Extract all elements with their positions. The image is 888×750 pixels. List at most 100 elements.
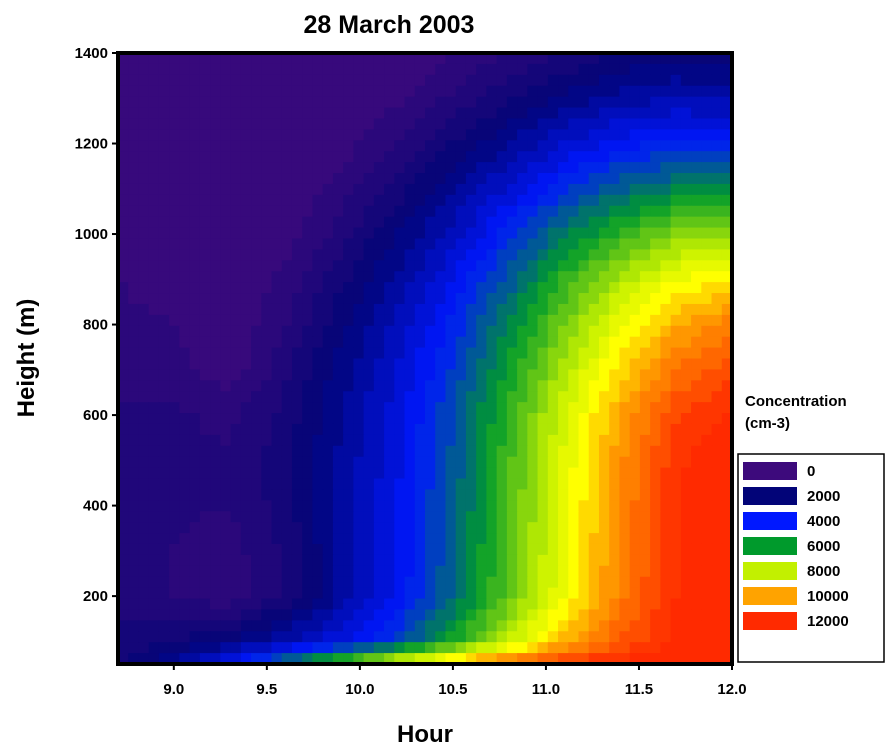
contour-cell bbox=[169, 489, 180, 501]
contour-cell bbox=[291, 194, 303, 207]
contour-cell bbox=[588, 609, 600, 621]
contour-cell bbox=[476, 402, 487, 414]
contour-cell bbox=[189, 445, 201, 458]
contour-cell bbox=[435, 85, 447, 98]
contour-cell bbox=[220, 543, 232, 556]
contour-cell bbox=[138, 260, 150, 272]
contour-cell bbox=[691, 565, 702, 578]
contour-cell bbox=[271, 162, 283, 174]
contour-cell bbox=[476, 511, 487, 523]
contour-cell bbox=[281, 565, 293, 578]
contour-cell bbox=[486, 391, 498, 403]
contour-cell bbox=[158, 620, 170, 632]
contour-cell bbox=[660, 380, 672, 392]
contour-cell bbox=[517, 85, 528, 98]
contour-cell bbox=[680, 587, 692, 600]
contour-cell bbox=[251, 391, 262, 403]
contour-cell bbox=[384, 478, 395, 491]
contour-cell bbox=[588, 271, 600, 283]
contour-cell bbox=[332, 413, 344, 425]
contour-cell bbox=[302, 183, 314, 196]
contour-cell bbox=[189, 85, 201, 98]
contour-cell bbox=[588, 63, 600, 76]
contour-cell bbox=[578, 423, 590, 436]
contour-cell bbox=[701, 587, 713, 600]
contour-cell bbox=[199, 522, 211, 534]
contour-cell bbox=[476, 358, 487, 371]
contour-cell bbox=[721, 183, 733, 196]
contour-cell bbox=[373, 402, 385, 414]
contour-cell bbox=[210, 118, 221, 130]
contour-cell bbox=[629, 336, 641, 349]
contour-cell bbox=[169, 369, 180, 381]
contour-cell bbox=[486, 140, 498, 152]
contour-cell bbox=[158, 500, 170, 512]
contour-cell bbox=[373, 554, 385, 567]
contour-cell bbox=[517, 565, 528, 578]
contour-cell bbox=[670, 434, 682, 447]
contour-cell bbox=[189, 467, 201, 480]
contour-cell bbox=[312, 598, 324, 611]
contour-cell bbox=[158, 576, 170, 589]
contour-cell bbox=[598, 369, 610, 381]
contour-cell bbox=[158, 587, 170, 600]
contour-cell bbox=[578, 85, 590, 98]
contour-cell bbox=[506, 358, 518, 371]
contour-cell bbox=[527, 500, 539, 512]
contour-cell bbox=[138, 413, 150, 425]
contour-cell bbox=[691, 107, 702, 120]
contour-cell bbox=[271, 653, 283, 665]
contour-cell bbox=[281, 336, 293, 349]
contour-cell bbox=[302, 249, 314, 261]
contour-cell bbox=[619, 423, 631, 436]
contour-cell bbox=[353, 456, 365, 469]
contour-cell bbox=[291, 238, 303, 250]
contour-cell bbox=[650, 173, 661, 185]
contour-cell bbox=[220, 576, 232, 589]
contour-cell bbox=[721, 347, 733, 360]
contour-cell bbox=[527, 107, 539, 120]
contour-cell bbox=[179, 238, 191, 250]
contour-cell bbox=[312, 653, 324, 665]
contour-cell bbox=[527, 151, 539, 163]
contour-cell bbox=[486, 325, 498, 338]
contour-cell bbox=[169, 205, 180, 218]
contour-cell bbox=[619, 293, 631, 305]
contour-cell bbox=[578, 543, 590, 556]
contour-cell bbox=[588, 587, 600, 600]
contour-cell bbox=[210, 347, 221, 360]
contour-cell bbox=[189, 282, 201, 294]
contour-cell bbox=[240, 533, 252, 545]
contour-cell bbox=[568, 293, 580, 305]
contour-cell bbox=[230, 260, 242, 272]
contour-cell bbox=[680, 609, 692, 621]
contour-cell bbox=[517, 434, 528, 447]
contour-cell bbox=[343, 140, 354, 152]
contour-cell bbox=[281, 107, 293, 120]
contour-cell bbox=[322, 140, 334, 152]
contour-cell bbox=[158, 238, 170, 250]
contour-cell bbox=[199, 183, 211, 196]
contour-cell bbox=[660, 151, 672, 163]
contour-cell bbox=[445, 653, 457, 665]
contour-cell bbox=[322, 74, 334, 87]
contour-cell bbox=[312, 620, 324, 632]
contour-cell bbox=[435, 620, 447, 632]
contour-cell bbox=[312, 74, 324, 87]
contour-cell bbox=[169, 129, 180, 141]
contour-cell bbox=[210, 249, 221, 261]
contour-cell bbox=[343, 129, 354, 141]
contour-cell bbox=[404, 216, 416, 229]
contour-cell bbox=[517, 554, 528, 567]
contour-cell bbox=[558, 282, 569, 294]
contour-cell bbox=[547, 587, 559, 600]
contour-cell bbox=[660, 325, 672, 338]
contour-cell bbox=[639, 347, 651, 360]
contour-cell bbox=[210, 609, 221, 621]
contour-cell bbox=[384, 63, 395, 76]
contour-cell bbox=[701, 249, 713, 261]
contour-cell bbox=[271, 227, 283, 240]
contour-cell bbox=[660, 74, 672, 87]
contour-cell bbox=[312, 293, 324, 305]
contour-cell bbox=[261, 194, 273, 207]
